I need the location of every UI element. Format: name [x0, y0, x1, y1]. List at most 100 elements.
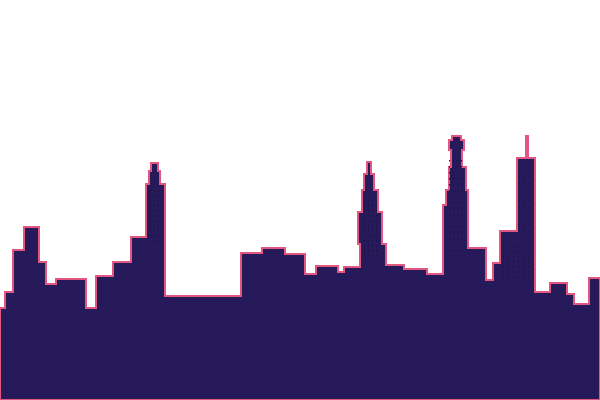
- window-dot: [364, 255, 365, 257]
- window-dot: [457, 238, 458, 240]
- window-dot: [519, 176, 520, 178]
- window-dot: [457, 220, 458, 222]
- window-dot: [461, 250, 462, 252]
- window-dot: [457, 232, 458, 234]
- window-dot: [372, 225, 373, 227]
- window-dot: [453, 238, 454, 240]
- window-dot: [453, 172, 454, 174]
- window-dot: [154, 240, 155, 242]
- window-dot: [368, 255, 369, 257]
- window-dot: [453, 244, 454, 246]
- window-dot: [376, 230, 377, 232]
- window-dot: [376, 250, 377, 252]
- window-dot: [364, 240, 365, 242]
- window-dot: [372, 245, 373, 247]
- window-dot: [513, 276, 514, 278]
- window-dot: [158, 230, 159, 232]
- window-dot: [503, 276, 504, 278]
- window-dot: [449, 244, 450, 246]
- window-dot: [449, 196, 450, 198]
- window-dot: [449, 184, 450, 186]
- window-dot: [524, 212, 525, 214]
- window-dot: [519, 200, 520, 202]
- window-dot: [513, 261, 514, 263]
- window-dot: [519, 230, 520, 232]
- window-dot: [519, 194, 520, 196]
- window-dot: [150, 205, 151, 207]
- window-dot: [449, 220, 450, 222]
- window-dot: [368, 235, 369, 237]
- window-dot: [150, 230, 151, 232]
- window-dot: [154, 235, 155, 237]
- window-dot: [364, 215, 365, 217]
- window-dot: [524, 230, 525, 232]
- window-dot: [528, 271, 529, 273]
- window-dot: [453, 202, 454, 204]
- window-dot: [150, 195, 151, 197]
- window-dot: [529, 212, 530, 214]
- window-dot: [524, 224, 525, 226]
- window-dot: [513, 271, 514, 273]
- window-dot: [453, 214, 454, 216]
- window-dot: [528, 256, 529, 258]
- window-dot: [457, 214, 458, 216]
- window-dot: [518, 246, 519, 248]
- window-dot: [519, 224, 520, 226]
- window-dot: [158, 240, 159, 242]
- window-dot: [449, 226, 450, 228]
- window-dot: [453, 250, 454, 252]
- window-dot: [376, 205, 377, 207]
- window-dot: [524, 182, 525, 184]
- window-dot: [372, 205, 373, 207]
- window-dot: [376, 255, 377, 257]
- window-dot: [461, 214, 462, 216]
- window-dot: [453, 208, 454, 210]
- window-dot: [519, 188, 520, 190]
- window-dot: [158, 225, 159, 227]
- window-dot: [372, 200, 373, 202]
- window-dot: [154, 215, 155, 217]
- window-dot: [523, 276, 524, 278]
- window-dot: [519, 182, 520, 184]
- window-dot: [449, 160, 450, 162]
- window-dot: [523, 246, 524, 248]
- window-dot: [158, 235, 159, 237]
- window-dot: [364, 205, 365, 207]
- window-dot: [529, 182, 530, 184]
- window-dot: [376, 220, 377, 222]
- window-dot: [154, 195, 155, 197]
- window-dot: [461, 238, 462, 240]
- window-dot: [372, 220, 373, 222]
- window-dot: [524, 170, 525, 172]
- window-dot: [368, 245, 369, 247]
- window-dot: [503, 256, 504, 258]
- window-dot: [376, 240, 377, 242]
- window-dot: [524, 200, 525, 202]
- window-dot: [150, 235, 151, 237]
- window-dot: [453, 232, 454, 234]
- window-dot: [513, 266, 514, 268]
- window-dot: [461, 190, 462, 192]
- window-dot: [449, 214, 450, 216]
- window-dot: [461, 160, 462, 162]
- window-dot: [524, 176, 525, 178]
- window-dot: [457, 202, 458, 204]
- window-dot: [376, 215, 377, 217]
- window-dot: [457, 244, 458, 246]
- window-dot: [529, 170, 530, 172]
- window-dot: [150, 225, 151, 227]
- window-dot: [449, 208, 450, 210]
- window-dot: [503, 271, 504, 273]
- window-dot: [523, 256, 524, 258]
- window-dot: [524, 218, 525, 220]
- window-dot: [158, 205, 159, 207]
- window-dot: [158, 215, 159, 217]
- window-dot: [528, 266, 529, 268]
- window-dot: [364, 200, 365, 202]
- window-dot: [524, 194, 525, 196]
- window-dot: [508, 276, 509, 278]
- window-dot: [508, 266, 509, 268]
- window-dot: [461, 232, 462, 234]
- window-dot: [449, 178, 450, 180]
- window-dot: [523, 261, 524, 263]
